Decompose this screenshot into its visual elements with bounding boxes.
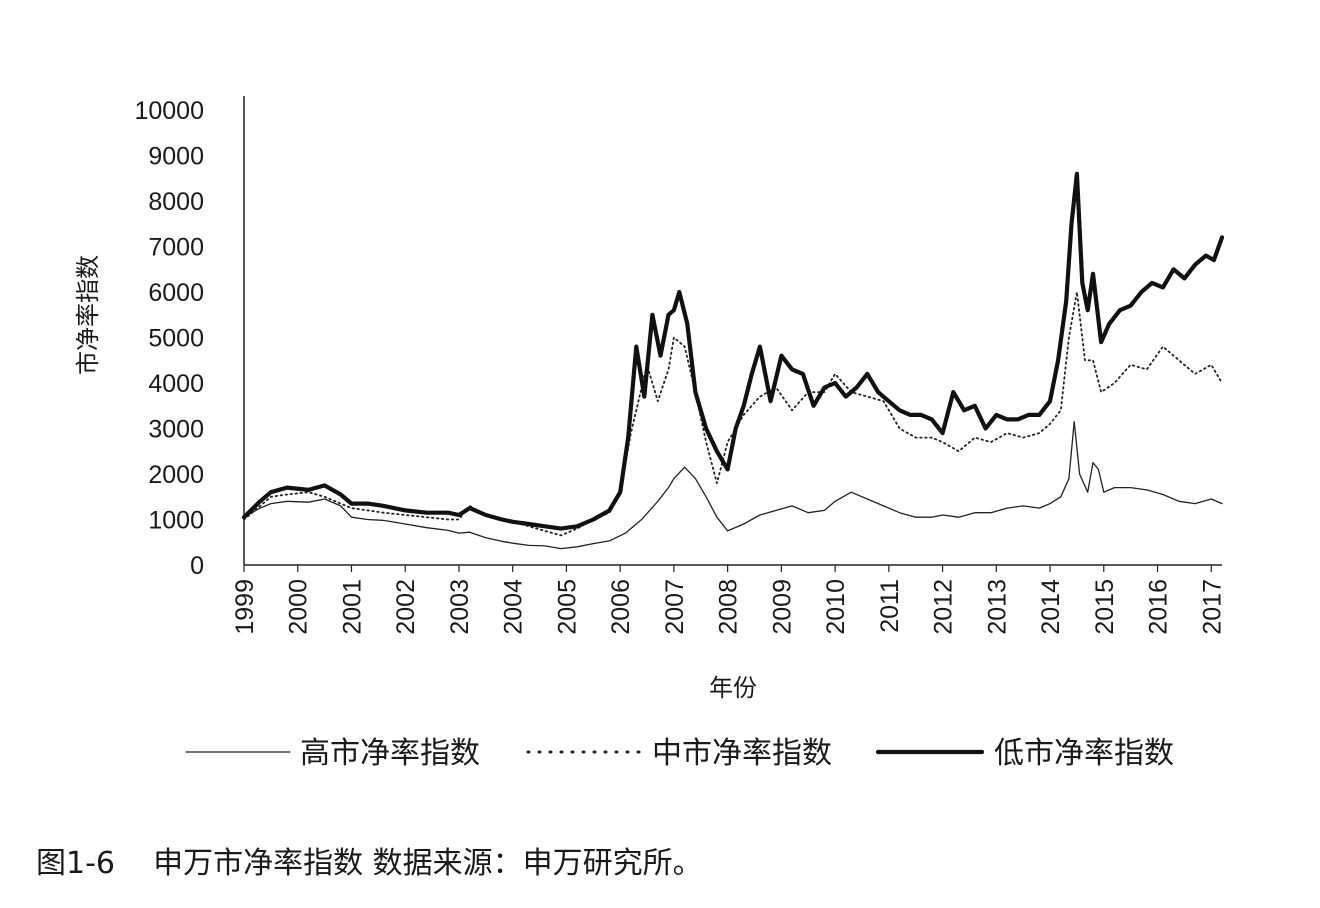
x-tick-label: 2005 [553, 579, 581, 635]
legend: 高市净率指数 中市净率指数 低市净率指数 [185, 736, 1174, 771]
x-tick-label: 2014 [1037, 579, 1065, 635]
x-axis-title: 年份 [709, 674, 757, 702]
legend-label: 低市净率指数 [994, 736, 1174, 771]
x-tick-label: 2013 [983, 579, 1011, 635]
y-tick-label: 2000 [148, 461, 204, 489]
y-tick-label: 6000 [148, 279, 204, 307]
x-tick-label: 2010 [822, 579, 850, 635]
x-tick-label: 2009 [768, 579, 796, 635]
y-axis-title: 市净率指数 [74, 255, 102, 375]
x-tick-label: 2016 [1145, 579, 1173, 635]
x-tick-label: 2006 [607, 579, 635, 635]
legend-label: 中市净率指数 [652, 736, 832, 771]
series-line-thin [243, 421, 1223, 550]
x-tick-label: 2007 [661, 579, 689, 635]
y-tick-label: 4000 [148, 370, 204, 398]
x-tick-label: 2002 [392, 579, 420, 635]
legend-item: 中市净率指数 [526, 736, 832, 771]
x-tick-label: 2017 [1198, 579, 1226, 635]
x-tick-label: 2001 [338, 579, 366, 635]
x-axis: 1999 2000 2001 2002 2003 2004 2005 2006 2007 2008… [231, 564, 1226, 635]
series-line-dotted [243, 291, 1223, 537]
y-axis: 0 1000 2000 3000 4000 5000 6000 7000 8000 9000 100… [134, 96, 245, 580]
y-tick-label: 9000 [148, 143, 204, 171]
y-tick-label: 8000 [148, 188, 204, 216]
y-tick-label: 0 [190, 552, 204, 580]
legend-label: 高市净率指数 [300, 736, 480, 771]
figure-caption: 图1-6 申万市净率指数 数据来源：申万研究所。 [36, 846, 703, 881]
x-tick-label: 2004 [500, 579, 528, 635]
y-tick-label: 3000 [148, 416, 204, 444]
x-tick-label: 2000 [285, 579, 313, 635]
y-tick-label: 10000 [134, 97, 204, 125]
legend-item: 低市净率指数 [875, 736, 1174, 771]
chart: 0 1000 2000 3000 4000 5000 6000 7000 8000 9000 100… [74, 96, 1226, 771]
y-tick-label: 5000 [148, 325, 204, 353]
x-tick-label: 2012 [930, 579, 958, 635]
x-tick-label: 1999 [231, 579, 259, 635]
y-tick-label: 1000 [148, 507, 204, 535]
series-line-thick [241, 171, 1225, 531]
x-tick-label: 2008 [715, 579, 743, 635]
y-tick-label: 7000 [148, 234, 204, 262]
legend-item: 高市净率指数 [185, 736, 480, 771]
x-tick-label: 2015 [1091, 579, 1119, 635]
x-tick-label: 2003 [446, 579, 474, 635]
series-layer [241, 171, 1225, 550]
x-tick-label: 2011 [876, 579, 904, 633]
